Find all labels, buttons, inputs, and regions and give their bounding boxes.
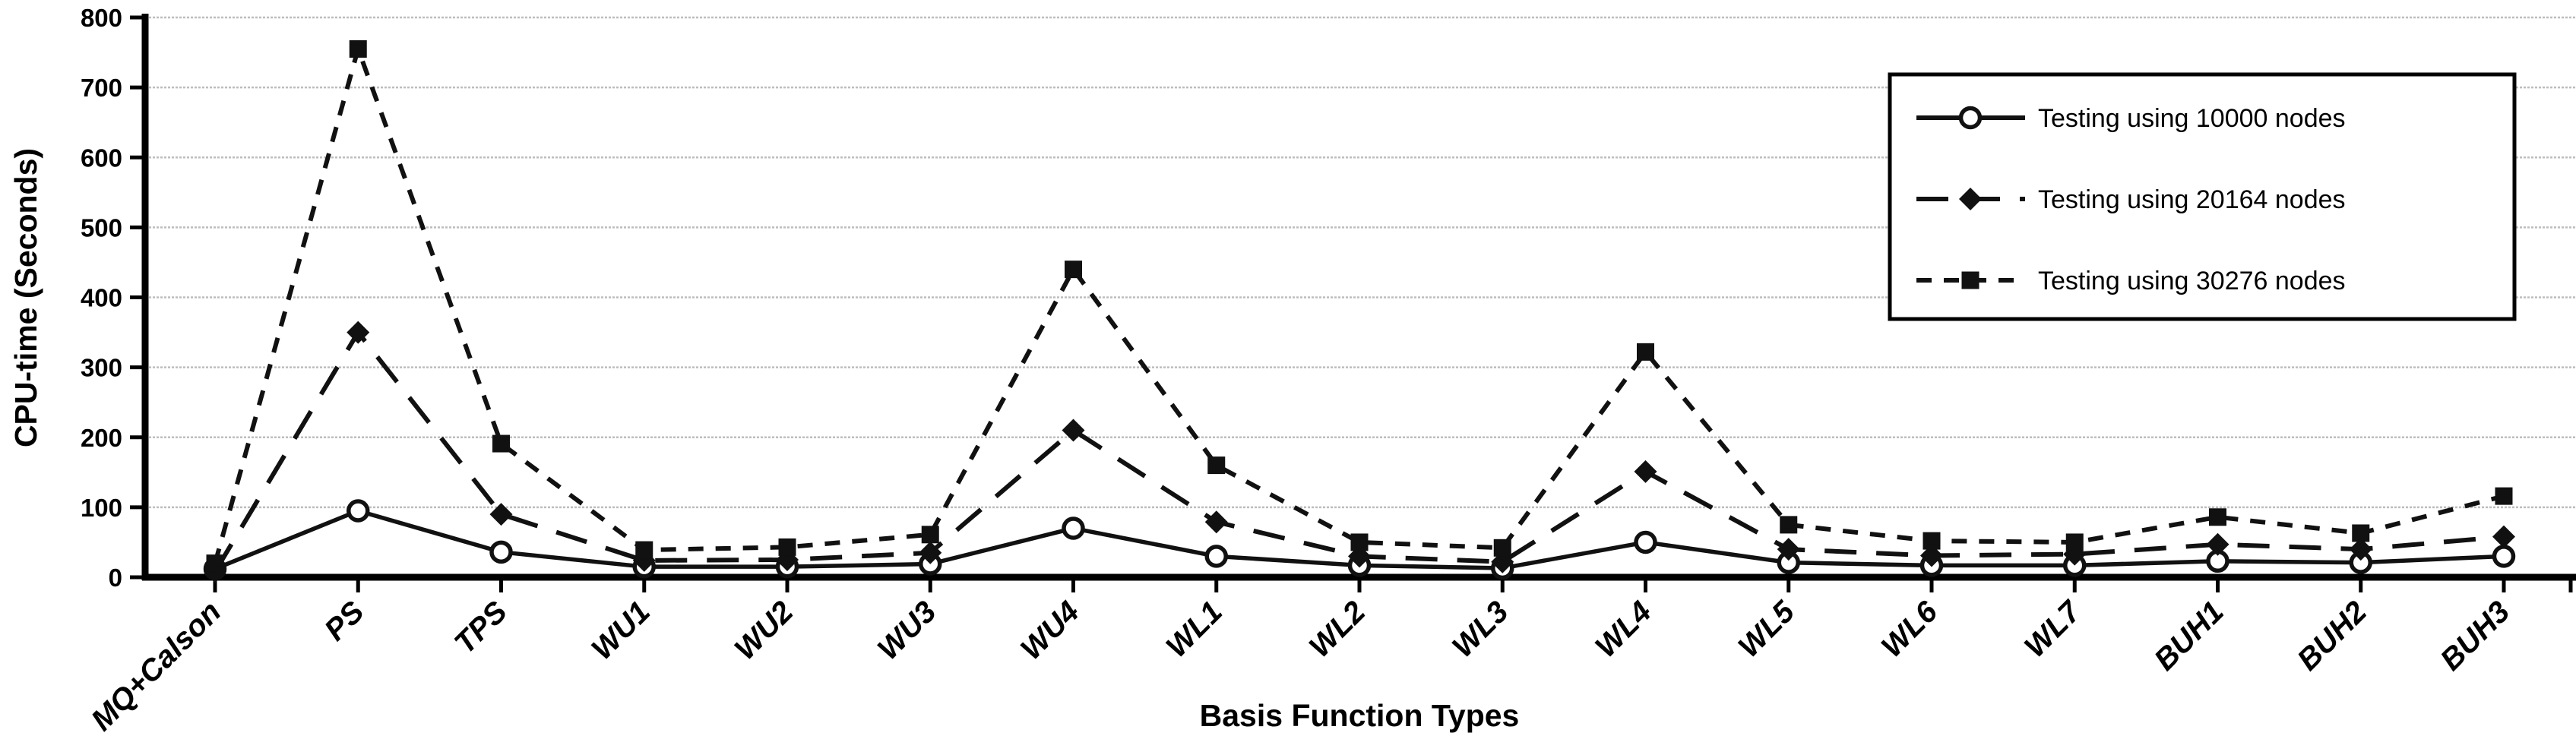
x-tick-label: WL3 [1446,595,1515,664]
legend-item: Testing using 10000 nodes [1916,104,2346,133]
marker-filled-square-2-6 [1065,261,1082,279]
marker-filled-square-2-4 [778,538,796,556]
x-tick-label: PS [318,595,371,647]
y-tick-label: 500 [81,213,122,242]
marker-filled-square-2-1 [349,39,367,58]
y-tick-label: 200 [81,424,122,452]
legend-item: Testing using 30276 nodes [1916,267,2346,295]
x-tick-label: WL4 [1589,595,1658,664]
x-tick-label: WL2 [1303,595,1372,664]
marker-filled-square-2-15 [2352,524,2370,542]
x-tick-label: BUH1 [2148,595,2230,677]
x-tick-label: WU1 [585,595,657,666]
x-tick-label: WU4 [1014,595,1086,666]
marker-filled-diamond-1-14 [2206,532,2229,556]
x-tick-label: TPS [448,595,514,660]
y-tick-label: 300 [81,354,122,382]
marker-filled-square-2-14 [2209,508,2226,526]
marker-filled-square-2-16 [2495,487,2513,505]
y-tick-label: 800 [81,4,122,32]
legend-layer: Testing using 10000 nodes Testing using 2… [1888,72,2517,321]
marker-open-circle-legend-0 [1958,106,1983,130]
marker-filled-square-2-12 [1923,532,1941,550]
x-tick-label: WL6 [1875,595,1945,664]
x-tick-label: BUH3 [2434,595,2516,677]
x-tick-label: WU2 [728,595,799,666]
marker-open-circle-0-10 [1634,530,1657,554]
marker-open-circle-0-16 [2492,545,2516,568]
y-tick-label: 700 [81,74,122,102]
y-axis-title: CPU-time (Seconds) [8,148,43,447]
legend-label: Testing using 10000 nodes [2038,104,2346,133]
y-tick-label: 100 [81,494,122,522]
marker-open-circle-0-7 [1204,545,1228,568]
marker-filled-diamond-1-15 [2349,538,2372,561]
marker-open-circle-0-6 [1062,516,1085,540]
marker-filled-diamond-legend-1 [1959,188,1982,210]
x-tick-label: WU3 [872,595,943,666]
y-tick-label: 0 [109,564,122,592]
marker-filled-diamond-1-16 [2492,525,2515,548]
series-layer [203,39,2516,583]
marker-filled-diamond-1-11 [1777,538,1800,561]
marker-filled-diamond-1-5 [919,541,942,564]
marker-filled-square-2-7 [1207,456,1226,475]
marker-filled-diamond-1-6 [1062,419,1085,442]
marker-filled-square-2-8 [1350,533,1369,551]
marker-filled-square-2-0 [206,554,224,573]
legend-label: Testing using 30276 nodes [2038,267,2346,295]
marker-filled-square-legend-2 [1961,271,1979,289]
marker-filled-square-2-5 [921,526,939,544]
marker-filled-square-2-10 [1637,343,1654,361]
legend-label: Testing using 20164 nodes [2038,185,2346,214]
x-tick-label: WL5 [1732,595,1801,664]
x-tick-label: WL7 [2018,594,2088,664]
legend-item: Testing using 20164 nodes [1916,185,2346,214]
marker-filled-square-2-3 [635,541,653,559]
x-axis-title: Basis Function Types [1200,698,1520,733]
marker-filled-diamond-1-10 [1634,460,1657,483]
y-tick-label: 400 [81,284,122,312]
x-tick-label: WL1 [1160,595,1229,664]
marker-filled-diamond-1-12 [1920,544,1943,567]
marker-filled-square-2-13 [2065,533,2084,551]
marker-filled-square-2-2 [492,434,510,453]
y-tick-label: 600 [81,144,122,172]
marker-filled-diamond-1-1 [347,321,370,344]
marker-filled-square-2-11 [1780,516,1798,534]
marker-open-circle-0-2 [489,540,513,564]
marker-filled-diamond-1-2 [489,503,513,526]
marker-open-circle-0-1 [347,499,370,523]
marker-filled-diamond-1-7 [1204,510,1228,534]
series-line-testing-using-30276-nodes [213,41,2505,564]
x-tick-label: MQ+Calson [85,595,227,736]
x-tick-label: BUH2 [2291,595,2373,677]
marker-filled-square-2-9 [1493,539,1511,557]
